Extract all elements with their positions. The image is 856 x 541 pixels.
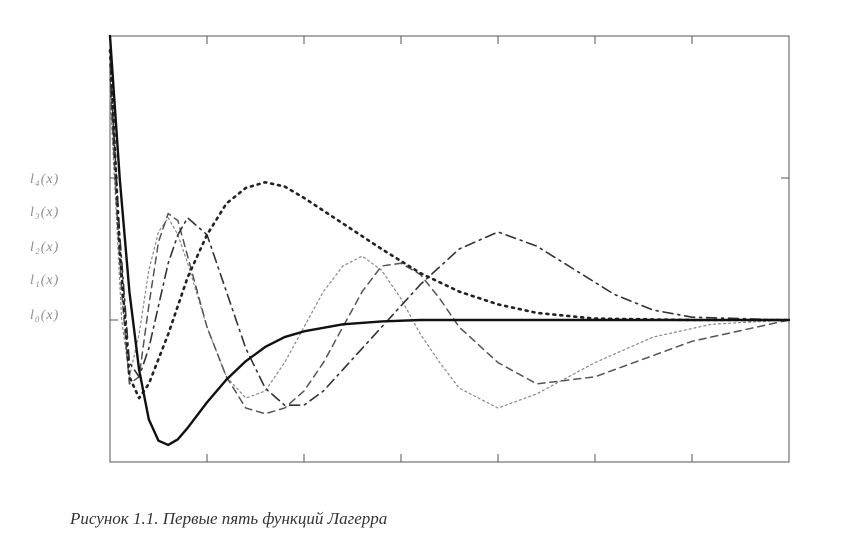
series-layer [108, 34, 791, 447]
plot-frame [109, 35, 790, 463]
legend-label-l3: l₃(x) [30, 205, 60, 220]
legend-label-l2: l₂(x) [30, 240, 60, 255]
legend-label-l1: l₁(x) [30, 273, 60, 288]
series-line-l4 [109, 92, 790, 409]
series-line-l3 [109, 77, 790, 415]
series-line-l2 [109, 63, 790, 406]
axis-ticks [110, 36, 789, 462]
series-line-l0 [108, 34, 791, 447]
figure-caption: Рисунок 1.1. Первые пять функций Лагерра [70, 509, 388, 528]
legend-label-l0: l₀(x) [30, 308, 60, 323]
legend-label-l4: l₄(x) [30, 172, 60, 187]
series-line-l1 [108, 48, 791, 400]
